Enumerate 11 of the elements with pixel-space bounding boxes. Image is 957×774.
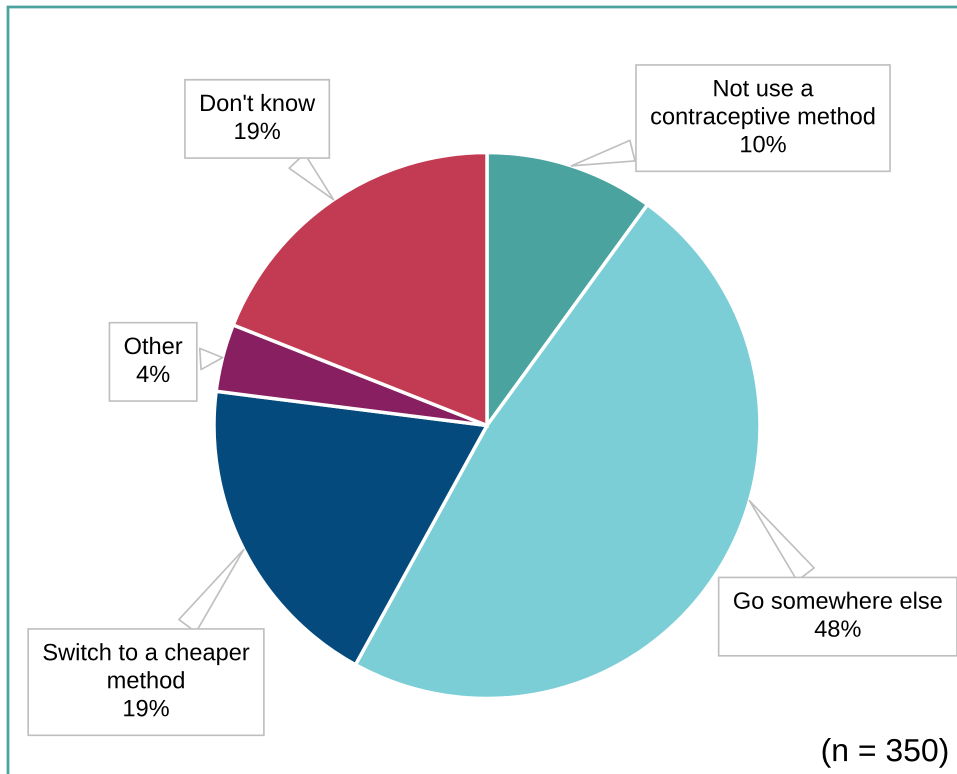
data-label: 19% — [124, 700, 169, 716]
slice-label: Other — [124, 336, 182, 354]
data-label: 19% — [235, 122, 280, 140]
slice-label: Don't know — [201, 94, 316, 112]
data-label: 10% — [741, 136, 786, 152]
slice-label: Switch to a cheaper method — [43, 643, 250, 688]
data-label: 4% — [136, 366, 170, 382]
data-label: 48% — [814, 620, 861, 637]
slice-label: Not use a contraceptive method — [651, 80, 874, 130]
text: (n = 350) — [822, 738, 948, 768]
slice-label: Go somewhere else — [734, 592, 942, 609]
